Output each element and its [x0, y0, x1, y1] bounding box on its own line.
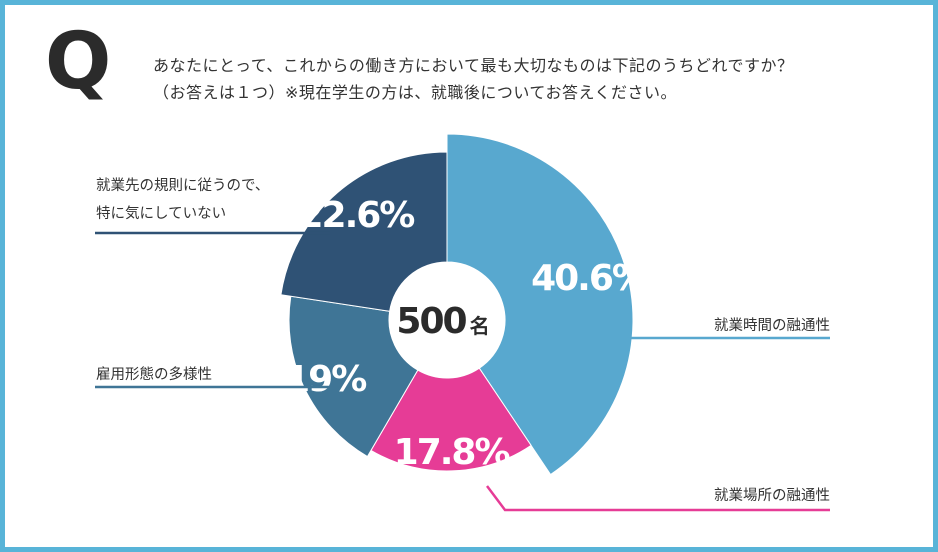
percent-label-3: 19%	[285, 359, 366, 400]
center-value: 500	[396, 301, 466, 342]
category-label-4-line-2: 特に気にしていない	[96, 205, 226, 222]
percent-label-4: 22.6%	[298, 195, 414, 236]
category-label-1: 就業時間の融通性	[714, 317, 830, 334]
center-unit: 名	[470, 314, 490, 338]
slice-2	[370, 367, 532, 472]
center-total: 500 名	[396, 301, 489, 342]
slice-4	[280, 151, 448, 312]
category-label-2: 就業場所の融通性	[714, 487, 830, 504]
center-circle	[392, 265, 502, 375]
question-mark: Q	[45, 17, 112, 107]
leader-line-2	[486, 485, 830, 512]
percent-label-2: 17.8%	[394, 432, 510, 473]
category-label-4-line-1: 就業先の規則に従うので、	[96, 177, 269, 194]
question-line-1: あなたにとって、これからの働き方において最も大切なものは下記のうちどれですか？	[153, 56, 794, 75]
question-text: あなたにとって、これからの働き方において最も大切なものは下記のうちどれですか？ …	[153, 52, 913, 106]
slice-3	[288, 295, 419, 458]
slice-1	[446, 133, 634, 476]
percent-label-1: 40.6%	[531, 258, 647, 299]
category-label-3: 雇用形態の多様性	[96, 366, 212, 383]
question-line-2: （お答えは１つ）※現在学生の方は、就職後についてお答えください。	[153, 83, 677, 102]
